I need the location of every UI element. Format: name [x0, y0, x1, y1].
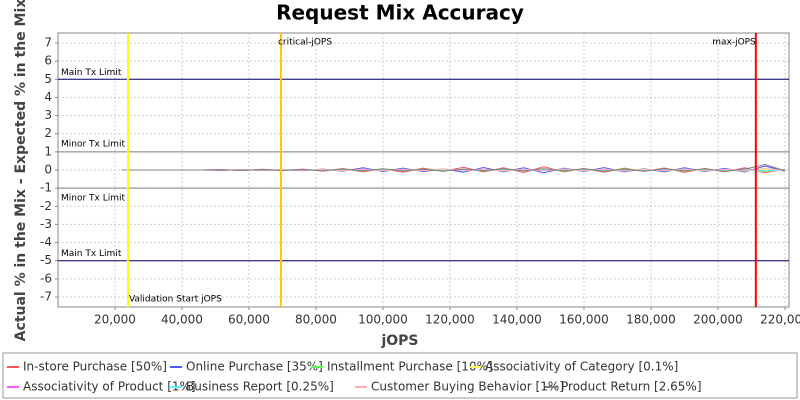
y-tick-label: -4 — [40, 235, 52, 249]
x-tick-label: 220,000 — [760, 313, 800, 327]
y-tick-label: 1 — [44, 144, 52, 158]
x-tick-label: 160,000 — [559, 313, 609, 327]
x-tick-label: 80,000 — [295, 313, 337, 327]
marker-label: Validation Start jOPS — [129, 295, 222, 305]
y-tick-label: -1 — [40, 181, 52, 195]
x-axis-label: jOPS — [380, 333, 418, 349]
marker-label: critical-jOPS — [278, 38, 332, 48]
y-tick-label: 2 — [44, 126, 52, 140]
y-tick-label: -3 — [40, 217, 52, 231]
legend-label: Associativity of Product [1%] — [23, 380, 196, 394]
x-tick-label: 40,000 — [161, 313, 203, 327]
y-tick-label: -5 — [40, 253, 52, 267]
y-tick-label: 5 — [44, 72, 52, 86]
series-line — [121, 164, 786, 172]
legend-box — [2, 352, 798, 399]
x-tick-label: 200,000 — [693, 313, 743, 327]
y-tick-label: 3 — [44, 108, 52, 122]
legend-label: In-store Purchase [50%] — [23, 360, 167, 374]
x-tick-label: 140,000 — [492, 313, 542, 327]
y-tick-label: -7 — [40, 290, 52, 304]
limit-label: Minor Tx Limit — [61, 194, 126, 204]
x-tick-label: 180,000 — [626, 313, 676, 327]
y-tick-label: 6 — [44, 54, 52, 68]
legend-label: Installment Purchase [10%] — [327, 360, 493, 374]
y-tick-label: 4 — [44, 90, 52, 104]
legend-label: Customer Buying Behavior [1%] — [371, 380, 564, 394]
y-tick-label: 7 — [44, 35, 52, 49]
limit-label: Main Tx Limit — [61, 68, 122, 78]
y-tick-label: -6 — [40, 271, 52, 285]
y-tick-label: 0 — [44, 163, 52, 177]
marker-label: max-jOPS — [712, 38, 756, 48]
limit-label: Minor Tx Limit — [61, 139, 126, 149]
legend-label: Product Return [2.65%] — [561, 380, 702, 394]
limit-label: Main Tx Limit — [61, 249, 122, 259]
legend-label: Associativity of Category [0.1%] — [485, 360, 678, 374]
x-tick-label: 60,000 — [228, 313, 270, 327]
y-axis-label: Actual % in the Mix - Expected % in the … — [13, 0, 29, 341]
y-tick-label: -2 — [40, 199, 52, 213]
x-tick-label: 100,000 — [358, 313, 408, 327]
x-tick-label: 120,000 — [425, 313, 475, 327]
chart-title: Request Mix Accuracy — [276, 1, 524, 25]
legend-label: Business Report [0.25%] — [186, 380, 334, 394]
x-tick-label: 20,000 — [94, 313, 136, 327]
legend-label: Online Purchase [35%] — [186, 360, 323, 374]
